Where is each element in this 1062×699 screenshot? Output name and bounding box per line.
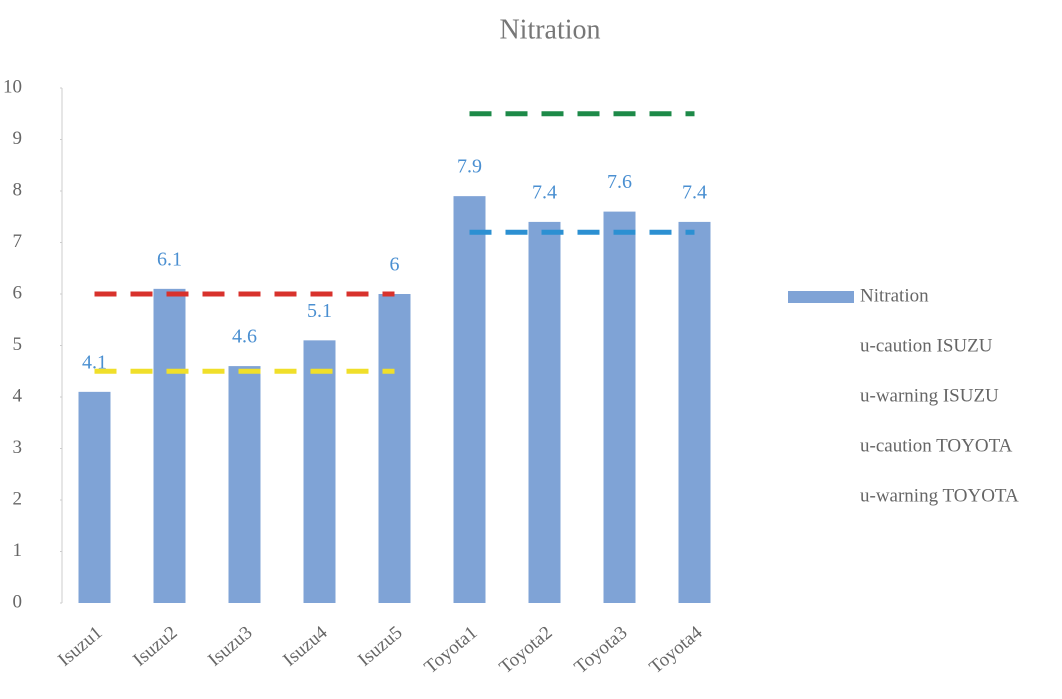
legend-label: u-caution ISUZU — [860, 335, 993, 356]
legend-swatch — [788, 291, 854, 303]
value-label: 4.1 — [82, 351, 107, 373]
legend-label: Nitration — [860, 285, 929, 306]
x-tick-label: Toyota2 — [496, 622, 557, 678]
y-tick-label: 6 — [13, 282, 23, 303]
bar — [303, 340, 336, 603]
x-tick-label: Isuzu1 — [54, 622, 106, 671]
value-label: 4.6 — [232, 326, 257, 348]
value-label: 7.4 — [532, 181, 557, 203]
y-tick-label: 3 — [13, 437, 23, 458]
bar — [528, 221, 561, 603]
bar — [603, 211, 636, 603]
bar — [78, 391, 111, 603]
chart-title: Nitration — [499, 14, 600, 45]
value-label: 6 — [390, 254, 400, 276]
x-tick-label: Isuzu5 — [354, 622, 406, 671]
value-label: 7.4 — [682, 181, 707, 203]
x-tick-label: Isuzu2 — [129, 622, 181, 671]
x-tick-label: Toyota3 — [571, 622, 632, 678]
bar — [228, 366, 261, 603]
legend-label: u-warning TOYOTA — [860, 485, 1019, 506]
y-tick-label: 10 — [3, 76, 22, 97]
y-tick-label: 8 — [13, 179, 23, 200]
value-label: 7.9 — [457, 156, 482, 178]
bar — [378, 294, 411, 603]
y-tick-label: 5 — [13, 334, 23, 355]
value-label: 7.6 — [607, 171, 632, 193]
legend-label: u-warning ISUZU — [860, 385, 999, 406]
y-tick-label: 0 — [13, 591, 23, 612]
y-tick-label: 1 — [13, 540, 23, 561]
bar — [153, 288, 186, 603]
x-tick-label: Toyota1 — [421, 622, 482, 678]
x-tick-label: Toyota4 — [646, 622, 707, 678]
y-tick-label: 7 — [13, 231, 23, 252]
y-tick-label: 2 — [13, 488, 23, 509]
bar — [678, 221, 711, 603]
y-tick-label: 9 — [13, 128, 23, 149]
legend-label: u-caution TOYOTA — [860, 435, 1013, 456]
x-tick-label: Isuzu3 — [204, 622, 256, 671]
x-tick-label: Isuzu4 — [279, 622, 332, 671]
bar — [453, 196, 486, 603]
y-tick-label: 4 — [13, 385, 23, 406]
value-label: 6.1 — [157, 248, 182, 270]
value-label: 5.1 — [307, 300, 332, 322]
